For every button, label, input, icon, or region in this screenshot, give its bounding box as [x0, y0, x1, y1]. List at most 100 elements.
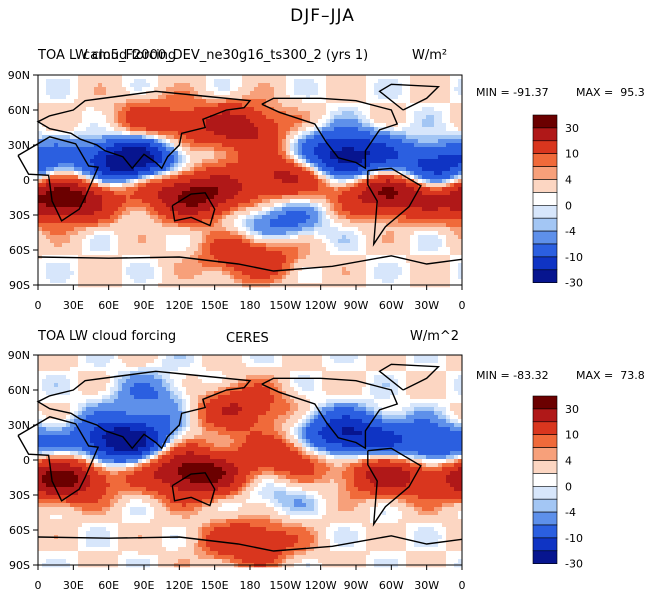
field-cell: [218, 223, 223, 228]
field-cell: [414, 119, 419, 124]
field-cell: [310, 215, 315, 220]
field-cell: [158, 203, 163, 208]
field-cell: [322, 179, 327, 184]
field-cell: [102, 235, 107, 240]
field-cell: [338, 167, 343, 172]
field-cell: [50, 163, 55, 168]
field-cell: [382, 183, 387, 188]
field-cell: [150, 215, 155, 220]
field-cell: [358, 91, 363, 96]
field-cell: [326, 115, 331, 120]
field-cell: [438, 95, 443, 100]
field-cell: [202, 127, 207, 132]
field-cell: [406, 147, 411, 152]
field-cell: [66, 159, 71, 164]
field-cell: [446, 143, 451, 148]
field-cell: [222, 175, 227, 180]
field-cell: [410, 227, 415, 232]
field-cell: [150, 231, 155, 236]
field-cell: [326, 83, 331, 88]
field-cell: [86, 127, 91, 132]
field-cell: [46, 95, 51, 100]
field-cell: [314, 199, 319, 204]
field-cell: [178, 75, 183, 80]
field-cell: [262, 251, 267, 256]
field-cell: [394, 211, 399, 216]
field-cell: [234, 103, 239, 108]
field-cell: [294, 191, 299, 196]
field-cell: [258, 103, 263, 108]
field-cell: [230, 159, 235, 164]
field-cell: [394, 95, 399, 100]
field-cell: [186, 83, 191, 88]
field-cell: [114, 159, 119, 164]
field-cell: [306, 183, 311, 188]
field-cell: [42, 215, 47, 220]
field-cell: [94, 95, 99, 100]
field-cell: [238, 191, 243, 196]
field-cell: [334, 115, 339, 120]
field-cell: [222, 75, 227, 80]
field-cell: [390, 195, 395, 200]
field-cell: [346, 187, 351, 192]
field-cell: [174, 147, 179, 152]
field-cell: [358, 107, 363, 112]
field-cell: [98, 147, 103, 152]
field-cell: [362, 199, 367, 204]
field-cell: [158, 251, 163, 256]
field-cell: [342, 239, 347, 244]
field-cell: [430, 183, 435, 188]
field-cell: [190, 167, 195, 172]
field-cell: [310, 107, 315, 112]
field-cell: [286, 207, 291, 212]
field-cell: [426, 163, 431, 168]
field-cell: [146, 79, 151, 84]
field-cell: [442, 171, 447, 176]
field-cell: [98, 231, 103, 236]
field-cell: [126, 155, 131, 160]
field-cell: [302, 235, 307, 240]
field-cell: [166, 203, 171, 208]
field-cell: [306, 127, 311, 132]
field-cell: [58, 207, 63, 212]
field-cell: [38, 143, 43, 148]
field-cell: [178, 167, 183, 172]
field-cell: [230, 243, 235, 248]
field-cell: [38, 235, 43, 240]
field-cell: [258, 211, 263, 216]
field-cell: [86, 143, 91, 148]
field-cell: [214, 147, 219, 152]
field-cell: [390, 87, 395, 92]
field-cell: [182, 127, 187, 132]
field-cell: [258, 91, 263, 96]
field-cell: [422, 211, 427, 216]
field-cell: [158, 151, 163, 156]
field-cell: [282, 163, 287, 168]
field-cell: [430, 135, 435, 140]
field-cell: [62, 203, 67, 208]
field-cell: [386, 111, 391, 116]
field-cell: [206, 119, 211, 124]
field-cell: [158, 75, 163, 80]
field-cell: [70, 167, 75, 172]
field-cell: [142, 215, 147, 220]
field-cell: [110, 251, 115, 256]
field-cell: [106, 239, 111, 244]
field-cell: [366, 87, 371, 92]
field-cell: [142, 87, 147, 92]
field-cell: [210, 243, 215, 248]
field-cell: [190, 251, 195, 256]
field-cell: [458, 127, 463, 132]
field-cell: [382, 191, 387, 196]
field-cell: [214, 91, 219, 96]
field-cell: [122, 79, 127, 84]
field-cell: [238, 95, 243, 100]
field-cell: [190, 119, 195, 124]
field-cell: [266, 127, 271, 132]
field-cell: [426, 215, 431, 220]
field-cell: [142, 183, 147, 188]
field-cell: [186, 111, 191, 116]
field-cell: [134, 187, 139, 192]
field-cell: [254, 183, 259, 188]
field-cell: [246, 147, 251, 152]
